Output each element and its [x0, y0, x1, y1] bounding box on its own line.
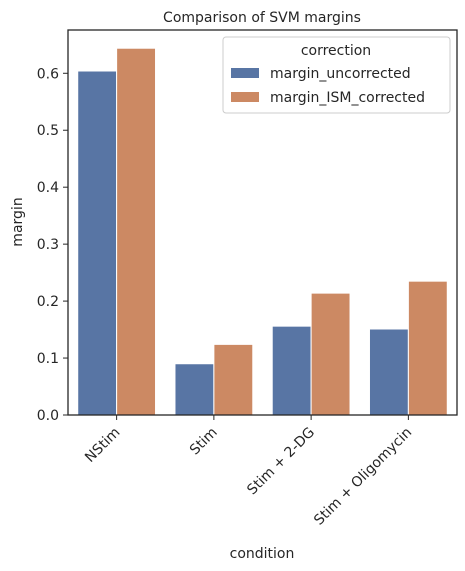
- y-tick-label: 0.6: [37, 66, 59, 82]
- legend-label-margin-uncorrected: margin_uncorrected: [270, 66, 411, 82]
- bar-margin-ism-corrected-stim-oligomycin: [407, 280, 448, 416]
- legend-title: correction: [301, 43, 371, 59]
- y-tick-label: 0.2: [37, 294, 59, 310]
- y-axis-label: margin: [10, 197, 26, 246]
- legend-frame: [222, 36, 451, 114]
- legend: correction margin_uncorrected margin_ISM…: [222, 36, 451, 114]
- y-tick-label: 0.1: [37, 351, 59, 367]
- legend-swatch-margin-ism-corrected: [231, 92, 259, 102]
- y-tick-label: 0.4: [37, 180, 59, 196]
- bar-margin-ism-corrected-stim: [213, 343, 254, 416]
- bar-margin-ism-corrected-nstim: [116, 47, 157, 416]
- legend-swatch-margin-uncorrected: [231, 68, 259, 78]
- bar-margin-uncorrected-stim: [174, 363, 215, 416]
- plot-frame: [67, 29, 458, 416]
- bar-margin-ism-corrected-stim-2-dg: [310, 292, 351, 416]
- legend-label-margin-ism-corrected: margin_ISM_corrected: [270, 90, 425, 106]
- y-tick-label: 0.0: [37, 408, 59, 424]
- y-tick-label: 0.5: [37, 123, 59, 139]
- bar-margin-uncorrected-stim-oligomycin: [368, 328, 409, 416]
- chart-title: Comparison of SVM margins: [163, 10, 361, 26]
- bars-layer: [77, 47, 448, 416]
- y-axis-ticks: 0.0 0.1 0.2 0.3 0.4 0.5 0.6: [37, 66, 68, 424]
- bar-margin-uncorrected-stim-2-dg: [271, 325, 312, 416]
- x-axis-label: condition: [230, 546, 295, 562]
- y-tick-label: 0.3: [37, 237, 59, 253]
- bar-margin-uncorrected-nstim: [77, 70, 118, 416]
